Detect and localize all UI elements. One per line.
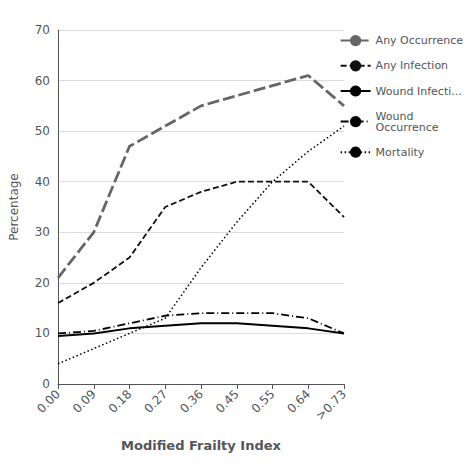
svg-text:50: 50 xyxy=(35,124,50,138)
svg-text:Wound Infecti...: Wound Infecti... xyxy=(376,85,462,98)
svg-text:10: 10 xyxy=(35,326,50,340)
svg-text:0.18: 0.18 xyxy=(106,387,135,416)
svg-text:0.45: 0.45 xyxy=(213,387,242,416)
svg-text:0.64: 0.64 xyxy=(284,387,313,416)
svg-text:60: 60 xyxy=(35,74,50,88)
svg-text:Any Infection: Any Infection xyxy=(376,59,449,72)
svg-text:Wound: Wound xyxy=(375,109,414,123)
svg-text:0.27: 0.27 xyxy=(141,387,170,416)
svg-text:Modified Frailty Index: Modified Frailty Index xyxy=(121,438,281,453)
svg-text:70: 70 xyxy=(35,23,50,37)
svg-text:0: 0 xyxy=(42,377,50,391)
svg-text:20: 20 xyxy=(35,276,50,290)
svg-text:Percentage: Percentage xyxy=(7,173,21,241)
svg-text:Mortality: Mortality xyxy=(376,146,425,159)
svg-text:30: 30 xyxy=(35,225,50,239)
svg-text:Any Occurrence: Any Occurrence xyxy=(376,34,464,47)
svg-text:>0.73: >0.73 xyxy=(313,387,349,423)
svg-text:0.55: 0.55 xyxy=(249,387,278,416)
svg-text:0.09: 0.09 xyxy=(70,387,99,416)
svg-text:Occurrence: Occurrence xyxy=(376,121,439,134)
svg-text:0.36: 0.36 xyxy=(177,387,206,416)
svg-text:40: 40 xyxy=(35,175,50,189)
svg-text:0.00: 0.00 xyxy=(34,387,63,416)
